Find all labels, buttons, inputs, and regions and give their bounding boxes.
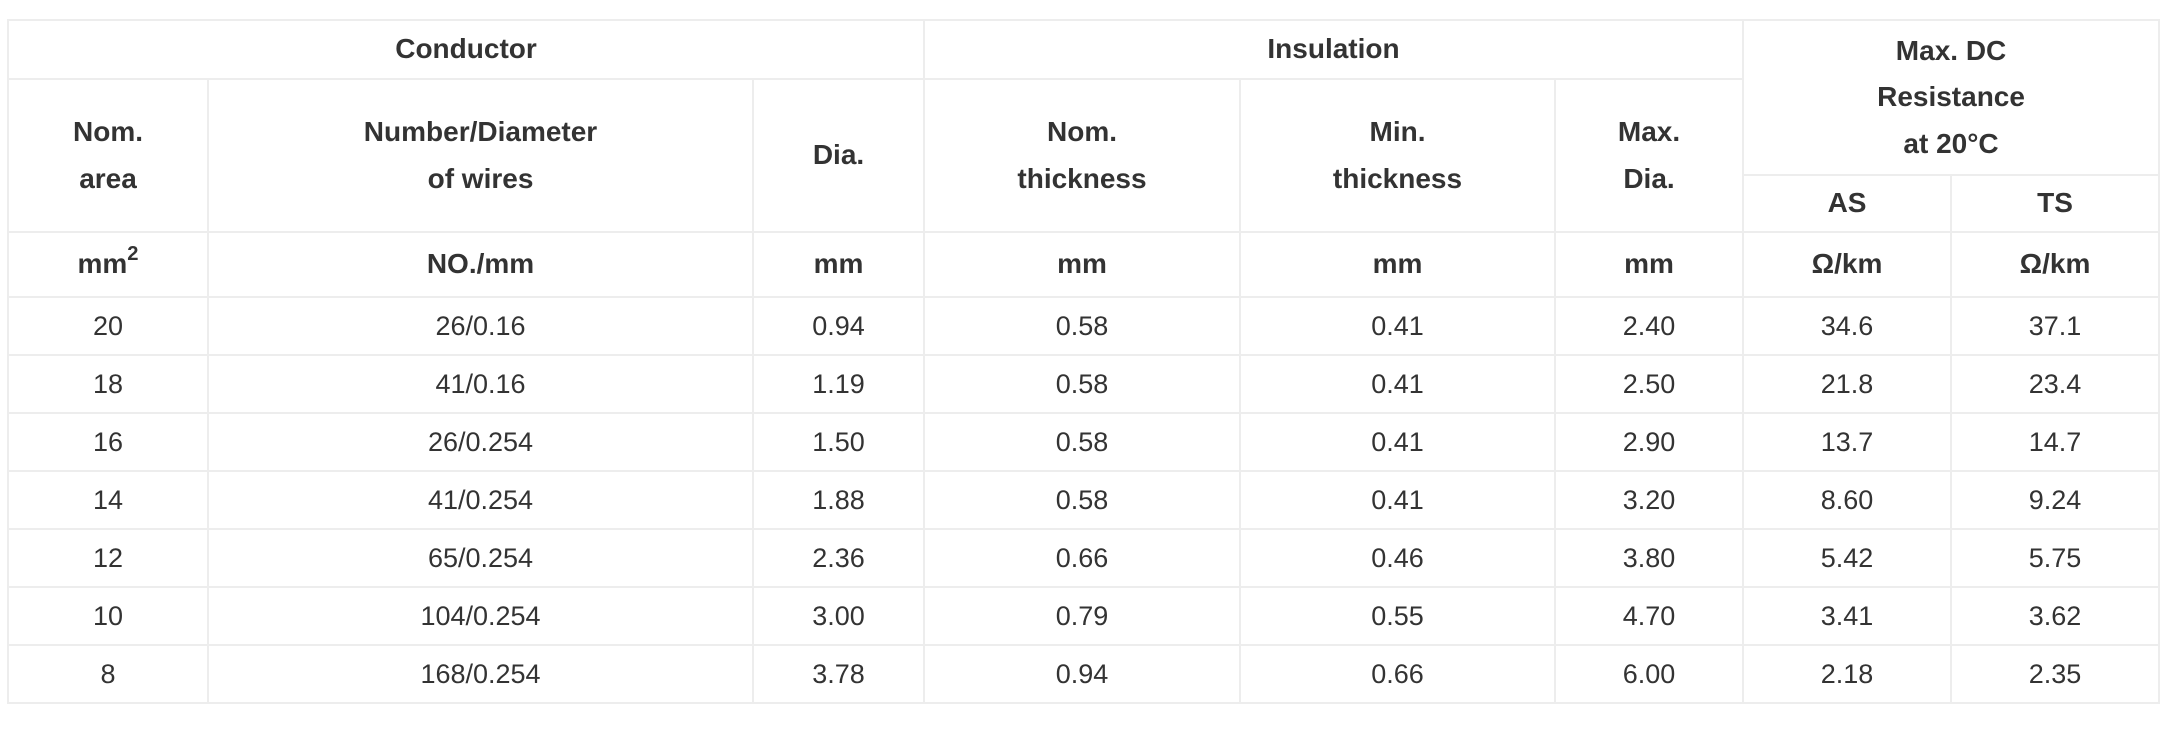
cell-nom-area: 18: [7, 354, 209, 414]
cell-max-dia: 4.70: [1553, 586, 1745, 646]
cell-ts: 5.75: [1950, 528, 2161, 588]
column-header-nom-area: Nom. area: [7, 78, 209, 233]
cell-min-thickness: 0.66: [1239, 644, 1556, 704]
column-header-dia: Dia.: [752, 78, 925, 233]
unit-nom-area: mm2: [7, 231, 209, 298]
unit-ts: Ω/km: [1950, 231, 2161, 298]
column-header-min-thickness: Min. thickness: [1239, 78, 1556, 233]
cell-nom-area: 20: [7, 296, 209, 356]
group-header-max-dc-resistance: Max. DC Resistance at 20°C: [1742, 19, 2161, 176]
column-header-max-dia: Max. Dia.: [1553, 78, 1745, 233]
cell-ts: 2.35: [1950, 644, 2161, 704]
cell-max-dia: 6.00: [1553, 644, 1745, 704]
cell-nom-area: 8: [7, 644, 209, 704]
as-ts-header-row: AS TS: [8, 174, 2161, 233]
unit-area-superscript: 2: [127, 243, 139, 266]
cell-nom-area: 16: [7, 412, 209, 472]
cell-as: 21.8: [1742, 354, 1953, 414]
cell-min-thickness: 0.46: [1239, 528, 1556, 588]
table-row: 12 65/0.254 2.36 0.66 0.46 3.80 5.42 5.7…: [7, 528, 2161, 588]
cell-as: 34.6: [1742, 296, 1953, 356]
column-header-nom-thickness: Nom. thickness: [923, 78, 1241, 233]
spec-table: Conductor Insulation Max. DC Resistance …: [7, 19, 2161, 704]
unit-max-dia: mm: [1553, 231, 1745, 298]
cell-max-dia: 2.50: [1553, 354, 1745, 414]
cell-dia: 2.36: [752, 528, 925, 588]
cell-ts: 9.24: [1950, 470, 2161, 530]
table-row: 18 41/0.16 1.19 0.58 0.41 2.50 21.8 23.4: [7, 354, 2161, 414]
cell-nom-area: 12: [7, 528, 209, 588]
cell-max-dia: 3.20: [1553, 470, 1745, 530]
unit-wires: NO./mm: [207, 231, 754, 298]
cell-nom-thickness: 0.58: [923, 354, 1241, 414]
cell-dia: 1.88: [752, 470, 925, 530]
cell-min-thickness: 0.41: [1239, 412, 1556, 472]
table-row: 14 41/0.254 1.88 0.58 0.41 3.20 8.60 9.2…: [7, 470, 2161, 530]
unit-nom-thickness: mm: [923, 231, 1241, 298]
cell-wires: 26/0.254: [207, 412, 754, 472]
cell-max-dia: 2.90: [1553, 412, 1745, 472]
cell-ts: 3.62: [1950, 586, 2161, 646]
cell-dia: 3.00: [752, 586, 925, 646]
table-row: 10 104/0.254 3.00 0.79 0.55 4.70 3.41 3.…: [7, 586, 2161, 646]
cell-dia: 0.94: [752, 296, 925, 356]
cell-as: 13.7: [1742, 412, 1953, 472]
cell-nom-thickness: 0.66: [923, 528, 1241, 588]
column-header-ts: TS: [1950, 174, 2161, 233]
cell-min-thickness: 0.41: [1239, 470, 1556, 530]
cell-ts: 14.7: [1950, 412, 2161, 472]
cell-wires: 65/0.254: [207, 528, 754, 588]
spec-table-container: Conductor Insulation Max. DC Resistance …: [7, 19, 2161, 704]
cell-wires: 104/0.254: [207, 586, 754, 646]
table-row: 8 168/0.254 3.78 0.94 0.66 6.00 2.18 2.3…: [7, 644, 2161, 704]
cell-nom-thickness: 0.79: [923, 586, 1241, 646]
cell-nom-thickness: 0.58: [923, 296, 1241, 356]
cell-nom-area: 10: [7, 586, 209, 646]
table-row: 16 26/0.254 1.50 0.58 0.41 2.90 13.7 14.…: [7, 412, 2161, 472]
group-header-row: Conductor Insulation Max. DC Resistance …: [7, 19, 2161, 176]
unit-dia: mm: [752, 231, 925, 298]
cell-wires: 168/0.254: [207, 644, 754, 704]
cell-ts: 23.4: [1950, 354, 2161, 414]
cell-nom-thickness: 0.94: [923, 644, 1241, 704]
cell-wires: 41/0.254: [207, 470, 754, 530]
cell-nom-thickness: 0.58: [923, 470, 1241, 530]
group-header-insulation: Insulation: [922, 19, 1745, 80]
units-row: mm2 NO./mm mm mm mm mm Ω/km Ω/km: [7, 231, 2161, 298]
sub-header-row: Nom. area Number/Diameter of wires Dia. …: [7, 78, 2159, 233]
group-header-conductor: Conductor: [7, 19, 925, 80]
cell-dia: 3.78: [752, 644, 925, 704]
cell-dia: 1.19: [752, 354, 925, 414]
cell-min-thickness: 0.55: [1239, 586, 1556, 646]
cell-max-dia: 2.40: [1553, 296, 1745, 356]
unit-min-thickness: mm: [1239, 231, 1556, 298]
cell-wires: 41/0.16: [207, 354, 754, 414]
column-header-number-diameter-of-wires: Number/Diameter of wires: [207, 78, 754, 233]
unit-as: Ω/km: [1742, 231, 1953, 298]
table-row: 20 26/0.16 0.94 0.58 0.41 2.40 34.6 37.1: [7, 296, 2161, 356]
cell-dia: 1.50: [752, 412, 925, 472]
cell-nom-area: 14: [7, 470, 209, 530]
cell-max-dia: 3.80: [1553, 528, 1745, 588]
cell-as: 5.42: [1742, 528, 1953, 588]
unit-area-base: mm: [77, 248, 128, 280]
cell-as: 8.60: [1742, 470, 1953, 530]
cell-as: 3.41: [1742, 586, 1953, 646]
cell-ts: 37.1: [1950, 296, 2161, 356]
cell-nom-thickness: 0.58: [923, 412, 1241, 472]
cell-wires: 26/0.16: [207, 296, 754, 356]
cell-min-thickness: 0.41: [1239, 354, 1556, 414]
column-header-as: AS: [1742, 174, 1953, 233]
cell-min-thickness: 0.41: [1239, 296, 1556, 356]
cell-as: 2.18: [1742, 644, 1953, 704]
